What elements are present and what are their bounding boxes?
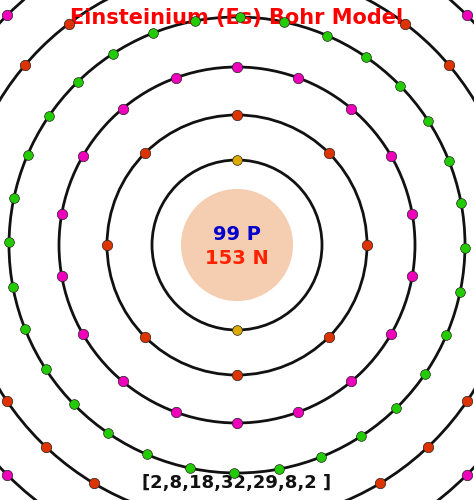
Text: 153 N: 153 N [205,250,269,268]
Text: Einsteinium (Es) Bohr Model: Einsteinium (Es) Bohr Model [71,8,403,28]
Circle shape [182,190,292,300]
Text: 99 P: 99 P [213,226,261,244]
Text: [2,8,18,32,29,8,2 ]: [2,8,18,32,29,8,2 ] [143,474,331,492]
